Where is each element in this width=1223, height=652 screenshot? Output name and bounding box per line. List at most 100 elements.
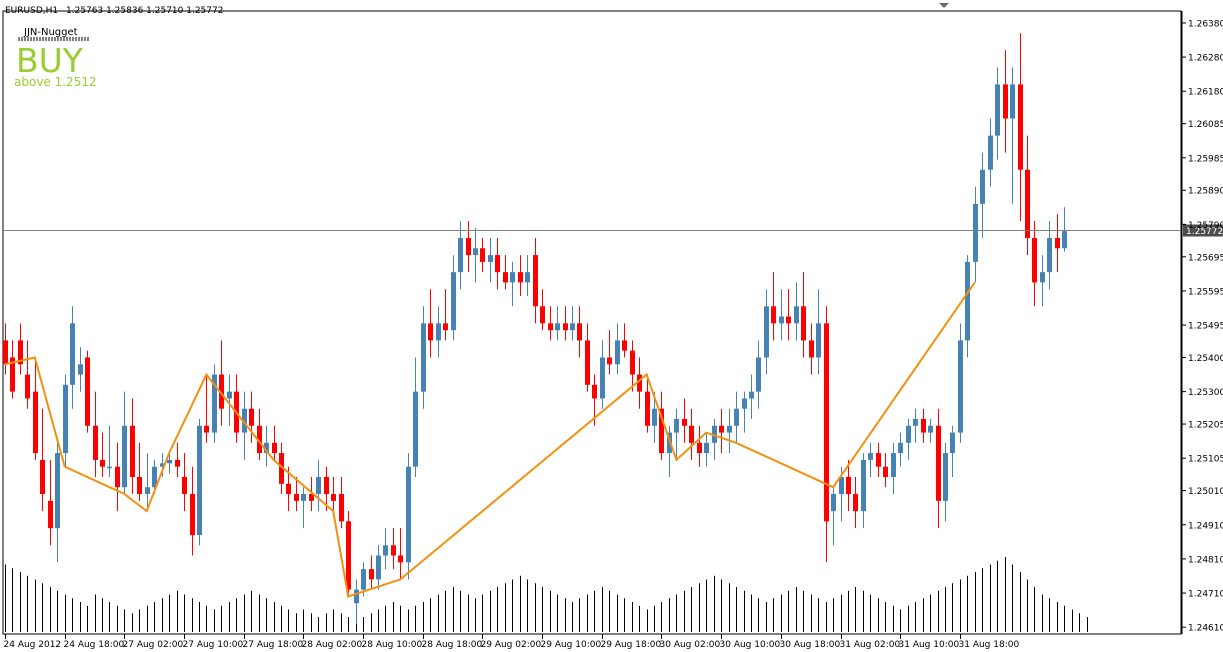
candle-body	[309, 494, 314, 501]
candle-body	[570, 323, 575, 331]
candle-body	[1062, 231, 1067, 249]
candle-body	[518, 272, 523, 283]
candle-body	[891, 453, 896, 477]
candle-body	[853, 494, 858, 512]
candle-body	[421, 323, 426, 392]
y-tick-label: 1.25010	[1188, 487, 1223, 497]
candle-body	[406, 466, 411, 563]
candle-body	[689, 425, 694, 443]
candle-body	[227, 391, 232, 399]
candle-body	[503, 272, 508, 283]
candle-body	[525, 272, 530, 283]
candle-body	[943, 453, 948, 501]
candle-body	[563, 323, 568, 331]
candle-body	[264, 442, 269, 454]
candle-body	[152, 466, 157, 488]
candle-body	[958, 340, 963, 433]
candle-body	[63, 384, 68, 454]
candle-body	[33, 391, 38, 454]
candle-body	[55, 453, 60, 529]
candle-body	[286, 483, 291, 495]
candle-body	[10, 357, 15, 392]
candle-body	[137, 476, 142, 495]
candle-body	[824, 323, 829, 522]
y-tick-label: 1.25985	[1188, 154, 1223, 164]
y-tick-label: 1.25105	[1188, 455, 1223, 465]
y-tick-label: 1.24810	[1188, 555, 1223, 565]
x-tick-label: 24 Aug 2012	[4, 640, 62, 650]
candle-body	[1040, 272, 1045, 283]
candle-body	[779, 316, 784, 324]
shift-marker-icon[interactable]	[939, 3, 949, 8]
candle-body	[391, 545, 396, 556]
x-tick-label: 31 Aug 18:00	[959, 640, 1020, 650]
candle-body	[466, 238, 471, 256]
candle-body	[249, 408, 254, 426]
candle-body	[577, 323, 582, 341]
candle-body	[107, 466, 112, 469]
candle-body	[831, 494, 836, 512]
current-price-line: 1.25772	[3, 224, 1223, 237]
y-tick-label: 1.25300	[1188, 388, 1223, 398]
candle-body	[398, 555, 403, 563]
candle-body	[242, 408, 247, 433]
candle-body	[130, 425, 135, 477]
y-tick-label: 1.24910	[1188, 521, 1223, 531]
x-tick-label: 27 Aug 18:00	[243, 640, 304, 650]
candle-body	[734, 408, 739, 426]
candle-body	[78, 364, 83, 375]
candle-body	[167, 459, 172, 464]
candle-body	[615, 340, 620, 365]
candle-body	[376, 555, 381, 580]
candle-body	[70, 323, 75, 385]
candle-body	[25, 374, 30, 399]
symbol-label: EURUSD,H1	[5, 6, 58, 16]
candle-body	[93, 425, 98, 460]
candle-body	[883, 466, 888, 477]
candle-body	[160, 463, 165, 467]
candle-body	[212, 374, 217, 433]
candle-body	[607, 357, 612, 365]
x-tick-label: 28 Aug 18:00	[422, 640, 483, 650]
candle-body	[510, 272, 515, 283]
plot-frame	[2, 10, 1182, 635]
candle-body	[928, 425, 933, 433]
x-tick-label: 30 Aug 10:00	[720, 640, 781, 650]
candle-body	[637, 374, 642, 392]
candle-body	[645, 391, 650, 426]
candle-body	[324, 476, 329, 495]
candle-body	[764, 306, 769, 358]
y-tick-label: 1.25695	[1188, 253, 1223, 263]
price-label-text: 1.25772	[1186, 227, 1223, 237]
candle-body	[659, 408, 664, 454]
candle-body	[346, 521, 351, 590]
candle-body	[175, 459, 180, 467]
candle-body	[749, 391, 754, 399]
y-tick-label: 1.25790	[1188, 221, 1223, 231]
candle-body	[369, 569, 374, 580]
candle-body	[809, 340, 814, 358]
candle-body	[204, 425, 209, 433]
candle-body	[876, 453, 881, 467]
candle-body	[190, 494, 195, 536]
candle-body	[1047, 238, 1052, 273]
x-tick-label: 30 Aug 02:00	[660, 640, 721, 650]
candle-body	[1055, 238, 1060, 249]
x-tick-label: 28 Aug 10:00	[362, 640, 423, 650]
candle-body	[48, 500, 53, 529]
candle-body	[950, 432, 955, 454]
price-label-box	[1183, 224, 1223, 237]
candle-body	[3, 340, 8, 365]
candle-body	[786, 316, 791, 324]
candle-body	[100, 459, 105, 467]
candle-body	[868, 453, 873, 460]
candle-body	[861, 459, 866, 512]
candle-body	[988, 135, 993, 170]
candle-body	[630, 350, 635, 375]
candle-body	[980, 169, 985, 204]
zigzag-line	[4, 281, 976, 598]
x-tick-label: 24 Aug 18:00	[64, 640, 125, 650]
